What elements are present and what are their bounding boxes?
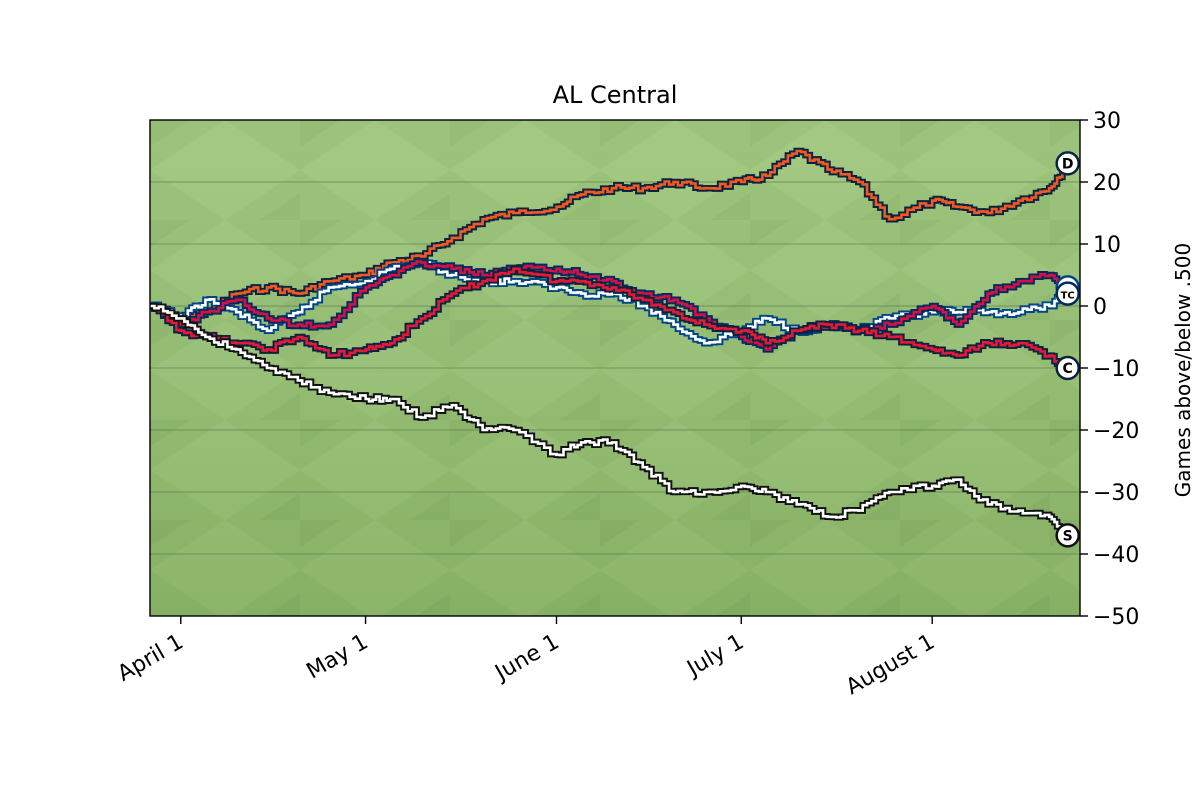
white-sox-logo-icon: S bbox=[1055, 523, 1080, 548]
y-tick-label: −10 bbox=[1093, 357, 1139, 382]
y-tick-label: −30 bbox=[1093, 481, 1139, 506]
series-line bbox=[150, 304, 1069, 536]
svg-text:TC: TC bbox=[1061, 291, 1075, 302]
twins-logo-icon: TC bbox=[1055, 281, 1080, 306]
team-icons: DKCTCCS bbox=[1055, 151, 1080, 548]
tigers-logo-icon: D bbox=[1055, 151, 1080, 176]
x-tick-label: August 1 bbox=[842, 630, 939, 701]
x-tick-label: April 1 bbox=[114, 630, 188, 687]
y-tick-label: −50 bbox=[1093, 605, 1139, 630]
x-tick-label: June 1 bbox=[490, 630, 564, 687]
y-axis: 30 20 10 0 −10 −20 −30 −40 −50 bbox=[1080, 109, 1139, 630]
y-tick-label: 10 bbox=[1093, 233, 1121, 258]
y-tick-label: 0 bbox=[1093, 295, 1107, 320]
y-tick-label: −20 bbox=[1093, 419, 1139, 444]
svg-text:D: D bbox=[1062, 156, 1074, 172]
y-tick-label: 20 bbox=[1093, 171, 1121, 196]
y-tick-label: −40 bbox=[1093, 543, 1139, 568]
x-tick-label: May 1 bbox=[302, 630, 372, 685]
svg-text:S: S bbox=[1063, 528, 1073, 544]
y-tick-label: 30 bbox=[1093, 109, 1121, 134]
x-axis: April 1 May 1 June 1 July 1 August 1 bbox=[114, 616, 939, 701]
svg-text:C: C bbox=[1063, 361, 1073, 377]
guardians-logo-icon: C bbox=[1055, 355, 1080, 381]
series-line bbox=[150, 267, 1069, 370]
series-line bbox=[150, 149, 1069, 321]
series-line bbox=[150, 260, 1069, 351]
y-axis-label: Games above/below .500 bbox=[1171, 243, 1195, 497]
x-tick-label: July 1 bbox=[682, 630, 749, 683]
chart-title: AL Central bbox=[553, 81, 678, 109]
series-lines bbox=[150, 147, 1071, 536]
